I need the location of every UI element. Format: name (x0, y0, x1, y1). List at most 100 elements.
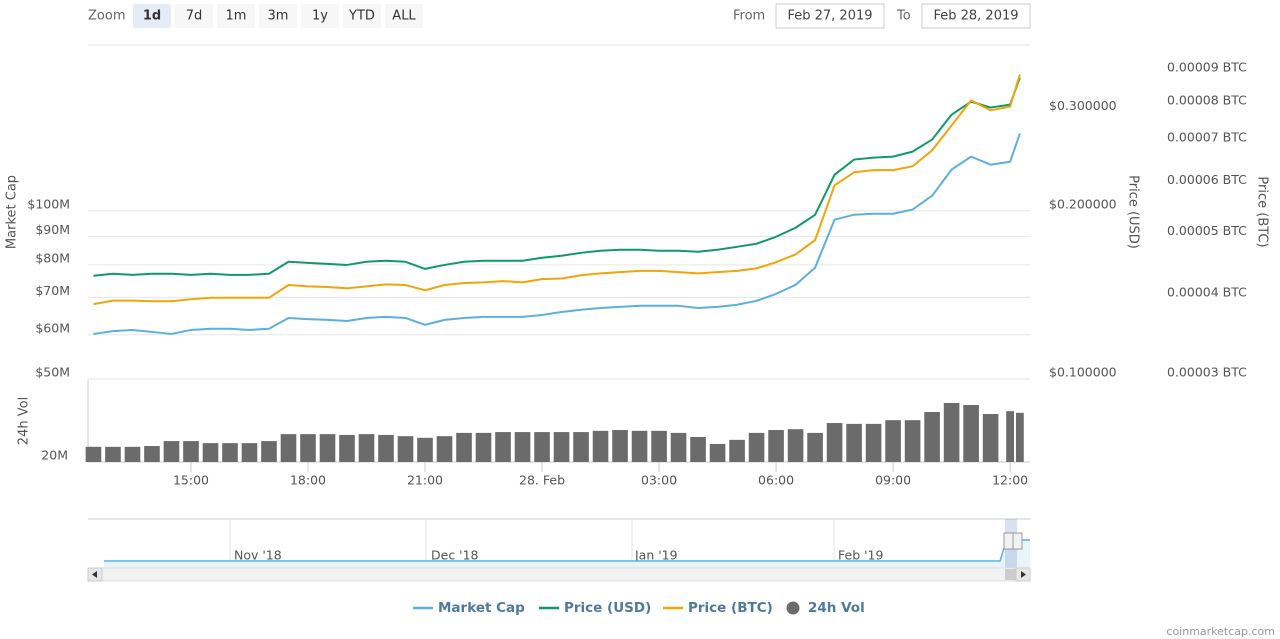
scroll-thumb[interactable] (1005, 569, 1016, 580)
series-line (93, 77, 1021, 277)
volume-bar (495, 432, 511, 462)
navigator-handle[interactable] (1003, 532, 1014, 550)
volume-bar (865, 423, 882, 462)
volume-bar (241, 443, 258, 462)
zoom-button[interactable] (217, 4, 255, 28)
volume-bar (475, 432, 492, 462)
axis-title: Price (USD) (1126, 175, 1141, 249)
volume-bar (358, 434, 375, 462)
volume-bar (1015, 412, 1024, 462)
legend-label[interactable]: Market Cap (438, 600, 525, 616)
volume-bar (768, 430, 784, 462)
volume-bar (183, 441, 199, 462)
zoom-button-label: 3m (268, 9, 289, 24)
y-tick-label: $0.200000 (1049, 196, 1117, 211)
volume-bar (163, 441, 180, 462)
axis-title: Market Cap (5, 175, 20, 249)
y-tick-label: 0.00005 BTC (1167, 223, 1247, 238)
volume-bar (553, 432, 570, 462)
legend-label[interactable]: Price (BTC) (688, 600, 773, 616)
navigator-label: Feb '19 (838, 548, 883, 563)
y-tick-label: $80M (35, 250, 70, 265)
volume-bar (846, 423, 862, 462)
y-tick-label: $70M (35, 283, 70, 298)
volume-bar (904, 420, 921, 462)
volume-bar (144, 446, 160, 462)
legend-label[interactable]: Price (USD) (564, 600, 651, 616)
to-label: To (896, 9, 911, 24)
navigator-label: Jan '19 (634, 548, 678, 563)
zoom-button[interactable] (385, 4, 423, 28)
volume-bar (222, 443, 238, 462)
y-tick-label: 0.00007 BTC (1167, 129, 1247, 144)
y-tick-label: 20M (41, 448, 68, 463)
y-tick-label: $100M (27, 196, 70, 211)
legend-symbol[interactable] (786, 601, 800, 615)
zoom-button-label: 1y (312, 9, 328, 24)
volume-bar (612, 430, 628, 462)
zoom-button-label: YTD (348, 9, 375, 24)
y-tick-label: $0.100000 (1049, 365, 1117, 380)
volume-bar (1006, 411, 1015, 462)
y-tick-label: $90M (35, 222, 70, 237)
volume-bar (885, 420, 901, 462)
volume-bar (280, 434, 297, 462)
to-input[interactable] (921, 3, 1031, 29)
zoom-button[interactable] (175, 4, 213, 28)
zoom-button-label: 1m (226, 9, 247, 24)
y-tick-label: 0.00009 BTC (1167, 60, 1247, 75)
zoom-button-label: 7d (186, 9, 203, 24)
credit[interactable]: coinmarketcap.com (1166, 625, 1275, 638)
volume-bar (378, 434, 394, 462)
scrollbar[interactable] (87, 567, 1031, 582)
volume-bar (202, 443, 219, 462)
x-tick-label: 28. Feb (519, 473, 565, 488)
x-tick-label: 21:00 (407, 473, 443, 488)
zoom-button[interactable] (301, 4, 339, 28)
navigator-label: Dec '18 (431, 548, 479, 563)
y-tick-label: 0.00008 BTC (1167, 92, 1247, 107)
volume-bar (631, 430, 648, 462)
y-tick-label: 0.00004 BTC (1167, 285, 1247, 300)
x-tick-label: 18:00 (290, 473, 326, 488)
volume-bar (397, 436, 414, 462)
zoom-button[interactable] (259, 4, 297, 28)
y-tick-label: 0.00006 BTC (1167, 172, 1247, 187)
volume-bar (651, 430, 667, 462)
from-value: Feb 27, 2019 (787, 9, 872, 24)
from-input[interactable] (775, 3, 885, 29)
series-line (93, 74, 1021, 306)
volume-bar (85, 446, 102, 462)
volume-bar (690, 436, 706, 462)
volume-bar (924, 411, 940, 462)
y-tick-label: $50M (35, 365, 70, 380)
x-tick-label: 09:00 (875, 473, 911, 488)
volume-bar (456, 432, 472, 462)
volume-bar (982, 414, 999, 462)
x-tick-label: 12:00 (992, 473, 1028, 488)
volume-bar (319, 434, 336, 462)
zoom-button-label: ALL (392, 9, 416, 24)
scroll-right-arrow (1021, 571, 1026, 578)
y-tick-label: $0.300000 (1049, 98, 1117, 113)
volume-bar (592, 430, 609, 462)
volume-bar (261, 441, 277, 462)
zoom-label: Zoom (88, 9, 125, 24)
navigator-handle[interactable] (1012, 532, 1023, 550)
volume-bar (534, 432, 550, 462)
volume-bar (709, 443, 726, 462)
volume-bar (943, 402, 960, 462)
volume-bar (514, 432, 531, 462)
navigator-label: Nov '18 (234, 548, 282, 563)
y-tick-label: $60M (35, 320, 70, 335)
volume-bar (826, 423, 843, 462)
zoom-button[interactable] (343, 4, 381, 28)
from-label: From (733, 9, 765, 24)
y-tick-label: 0.00003 BTC (1167, 365, 1247, 380)
volume-bar (787, 429, 804, 462)
legend-label[interactable]: 24h Vol (808, 600, 865, 616)
zoom-button[interactable] (133, 4, 171, 28)
scroll-left-arrow (92, 571, 97, 578)
